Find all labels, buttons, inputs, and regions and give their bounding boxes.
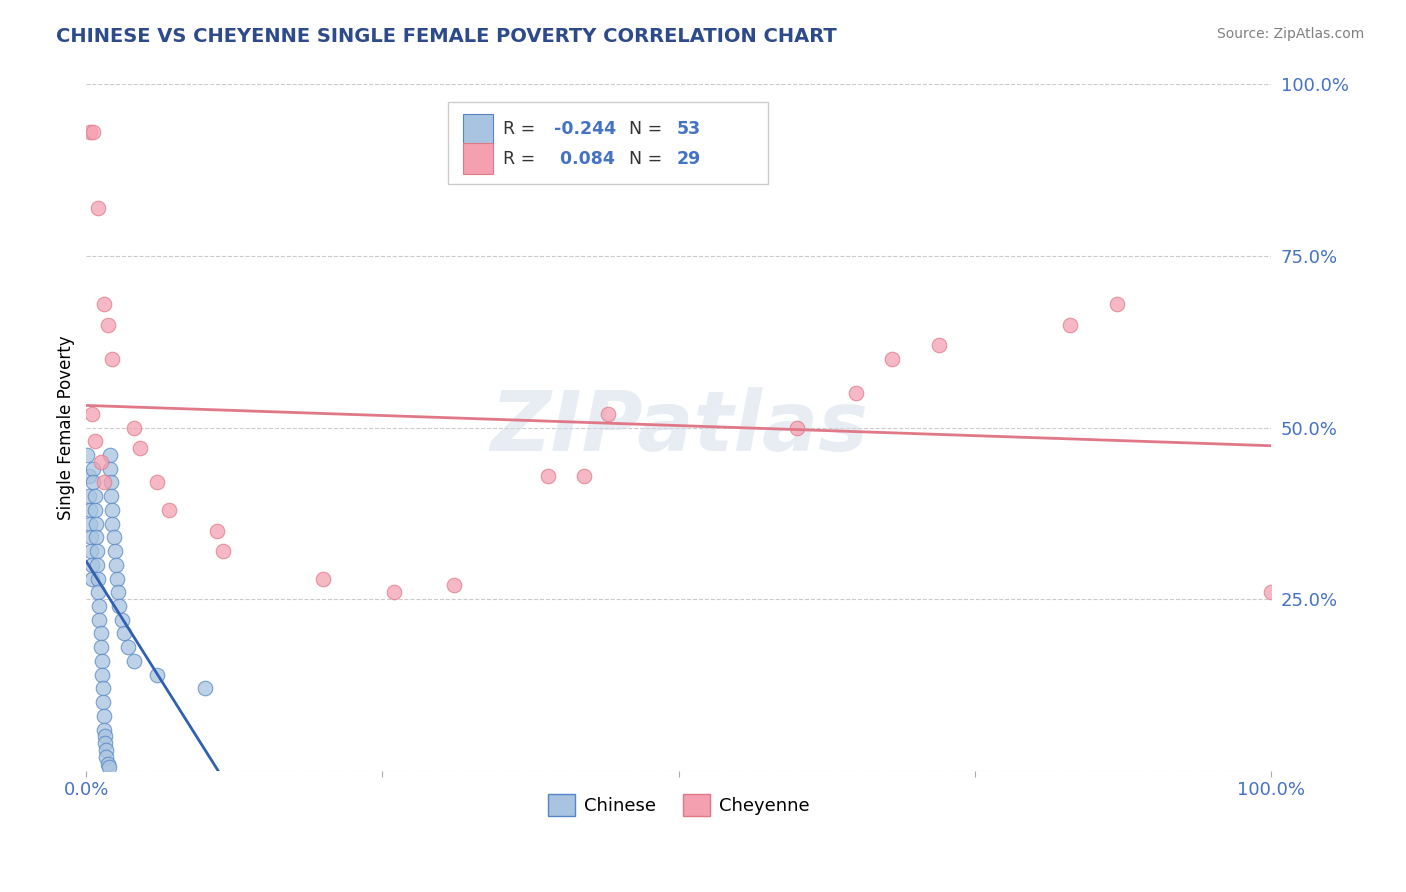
Text: R =: R = xyxy=(503,120,541,138)
Point xyxy=(97,760,120,774)
Point xyxy=(1260,585,1282,599)
Point xyxy=(80,530,103,544)
Point xyxy=(382,585,405,599)
Point xyxy=(312,572,335,586)
Point xyxy=(443,578,465,592)
FancyBboxPatch shape xyxy=(463,143,492,174)
Point xyxy=(97,318,120,332)
Text: CHINESE VS CHEYENNE SINGLE FEMALE POVERTY CORRELATION CHART: CHINESE VS CHEYENNE SINGLE FEMALE POVERT… xyxy=(56,27,837,45)
Point xyxy=(1107,297,1129,311)
Point xyxy=(572,468,595,483)
Point xyxy=(97,756,120,771)
Point xyxy=(91,695,114,709)
Point xyxy=(93,723,115,737)
Point xyxy=(107,585,129,599)
Text: N =: N = xyxy=(628,120,668,138)
Point xyxy=(104,544,127,558)
Point xyxy=(87,572,110,586)
Point xyxy=(112,626,135,640)
Point xyxy=(82,558,104,572)
Point xyxy=(100,475,122,490)
Point xyxy=(89,626,111,640)
Point xyxy=(76,448,98,462)
Point xyxy=(94,730,117,744)
Point xyxy=(1059,318,1081,332)
Point xyxy=(100,489,122,503)
Point xyxy=(89,640,111,655)
Point xyxy=(880,351,903,366)
Point xyxy=(122,420,145,434)
Text: R =: R = xyxy=(503,150,541,168)
Point xyxy=(89,455,111,469)
Point xyxy=(77,468,100,483)
Point xyxy=(111,613,134,627)
Y-axis label: Single Female Poverty: Single Female Poverty xyxy=(58,335,75,520)
Point xyxy=(157,503,180,517)
Point xyxy=(82,572,104,586)
Point xyxy=(117,640,139,655)
Point xyxy=(108,599,131,613)
Point xyxy=(87,201,110,215)
Text: ZIPatlas: ZIPatlas xyxy=(489,387,868,468)
Point xyxy=(89,599,111,613)
Text: 0.084: 0.084 xyxy=(554,150,616,168)
Point xyxy=(101,351,124,366)
Point xyxy=(146,667,169,681)
Point xyxy=(596,407,619,421)
Point xyxy=(146,475,169,490)
Point xyxy=(122,654,145,668)
Point xyxy=(79,126,101,140)
Point xyxy=(96,743,118,757)
Point xyxy=(205,524,228,538)
Point xyxy=(83,489,105,503)
Point xyxy=(86,544,108,558)
Point xyxy=(928,338,950,352)
Point xyxy=(98,461,121,475)
Point xyxy=(101,516,124,531)
Point xyxy=(79,503,101,517)
Legend: Chinese, Cheyenne: Chinese, Cheyenne xyxy=(540,787,817,823)
Point xyxy=(90,667,112,681)
Point xyxy=(105,572,128,586)
FancyBboxPatch shape xyxy=(463,113,492,145)
Point xyxy=(87,585,110,599)
Point xyxy=(83,434,105,449)
Point xyxy=(96,750,118,764)
Point xyxy=(77,489,100,503)
Point xyxy=(211,544,233,558)
Text: N =: N = xyxy=(628,150,668,168)
Point xyxy=(128,441,150,455)
Point xyxy=(83,503,105,517)
Text: 29: 29 xyxy=(676,150,700,168)
Point xyxy=(101,503,124,517)
Point xyxy=(93,297,115,311)
Text: Source: ZipAtlas.com: Source: ZipAtlas.com xyxy=(1216,27,1364,41)
Point xyxy=(80,544,103,558)
Point xyxy=(93,708,115,723)
Point xyxy=(93,475,115,490)
Point xyxy=(103,530,125,544)
Point xyxy=(91,681,114,696)
Point xyxy=(82,475,104,490)
FancyBboxPatch shape xyxy=(447,102,768,184)
Point xyxy=(194,681,217,696)
Point xyxy=(86,558,108,572)
Point xyxy=(82,407,104,421)
Point xyxy=(82,461,104,475)
Point xyxy=(79,516,101,531)
Point xyxy=(94,736,117,750)
Point xyxy=(84,516,107,531)
Point xyxy=(90,654,112,668)
Point xyxy=(89,613,111,627)
Point xyxy=(537,468,560,483)
Point xyxy=(845,386,868,401)
Point xyxy=(104,558,127,572)
Point xyxy=(82,126,104,140)
Text: 53: 53 xyxy=(676,120,700,138)
Point xyxy=(84,530,107,544)
Point xyxy=(98,448,121,462)
Text: -0.244: -0.244 xyxy=(554,120,616,138)
Point xyxy=(786,420,808,434)
